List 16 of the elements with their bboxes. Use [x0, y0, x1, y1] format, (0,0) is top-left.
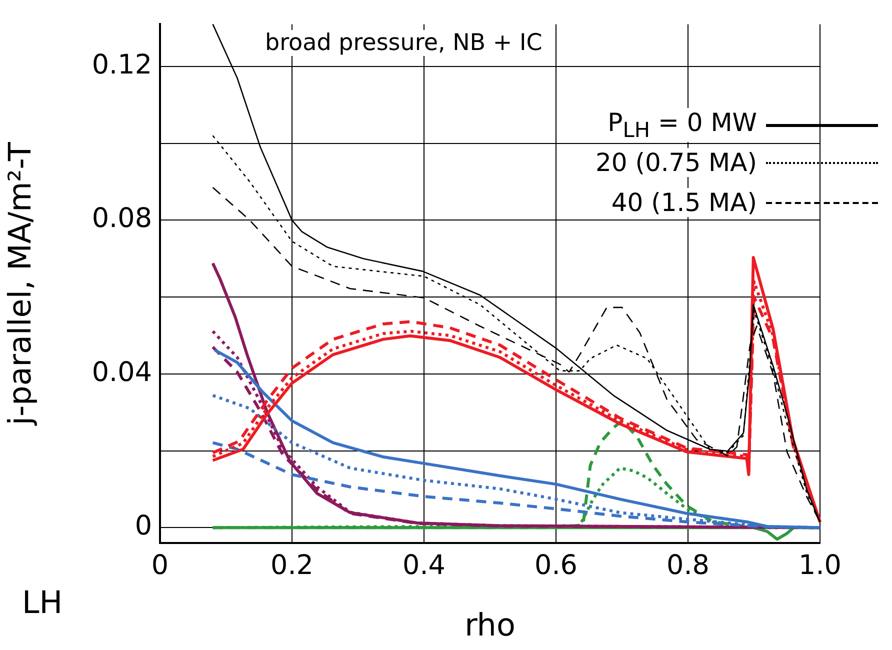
legend-label: P$_{LH}$ = 0 MW: [604, 108, 760, 142]
x-tick-label: 0.6: [534, 550, 578, 582]
x-tick-label: 0.4: [402, 550, 446, 582]
x-tick-label: 1.0: [798, 550, 842, 582]
text: LH: [22, 585, 63, 621]
legend-label: 20 (0.75 MA): [592, 148, 760, 177]
legend-label: 40 (1.5 MA): [608, 188, 760, 217]
y-tick-label: 0.08: [92, 203, 152, 234]
chart-title: broad pressure, NB + IC: [262, 30, 546, 56]
y-tick-label: 0: [134, 510, 152, 542]
y-axis-title: j-parallel, MA/m²-T: [2, 140, 39, 426]
y-tick-label: 0.04: [92, 356, 152, 388]
y-tick-label: 0.12: [92, 49, 152, 80]
x-tick-label: 0.2: [270, 550, 314, 582]
x-axis-title: rho: [464, 607, 516, 644]
x-tick-label: 0.8: [666, 550, 710, 582]
